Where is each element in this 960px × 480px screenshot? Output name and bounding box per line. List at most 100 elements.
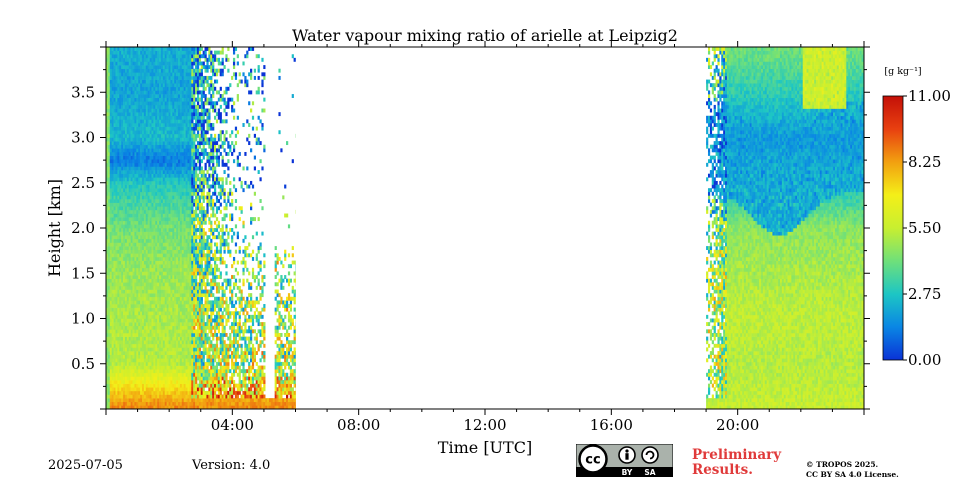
- heatmap-cell: [121, 253, 124, 258]
- heatmap-cell: [172, 130, 175, 135]
- heatmap-cell: [106, 50, 109, 55]
- heatmap-cell: [130, 253, 133, 258]
- heatmap-cell: [130, 383, 133, 388]
- heatmap-cell: [138, 206, 141, 211]
- heatmap-cell: [179, 267, 183, 272]
- heatmap-cell: [132, 144, 135, 149]
- heatmap-cell: [111, 61, 114, 66]
- heatmap-cell: [113, 177, 116, 182]
- heatmap-cell: [106, 57, 109, 62]
- heatmap-cell: [155, 332, 158, 337]
- heatmap-cell: [119, 329, 122, 334]
- heatmap-cell: [187, 365, 190, 370]
- heatmap-cell: [149, 57, 152, 62]
- heatmap-cell: [151, 141, 154, 146]
- heatmap-cell: [185, 293, 188, 298]
- heatmap-cell: [159, 343, 162, 348]
- heatmap-cell: [155, 101, 158, 106]
- heatmap-cell: [119, 162, 122, 167]
- heatmap-cell: [145, 75, 148, 80]
- heatmap-cell: [132, 300, 135, 305]
- heatmap-cell: [119, 336, 122, 341]
- heatmap-cell: [126, 115, 130, 120]
- heatmap-cell: [145, 65, 148, 70]
- heatmap-cell: [140, 304, 143, 308]
- heatmap-cell: [130, 282, 133, 287]
- heatmap-cell: [151, 115, 154, 120]
- heatmap-cell: [136, 246, 139, 251]
- heatmap-cell: [196, 253, 200, 258]
- heatmap-cell: [140, 336, 143, 341]
- heatmap-cell: [126, 264, 130, 269]
- heatmap-cell: [142, 401, 145, 406]
- heatmap-cell: [128, 264, 131, 269]
- heatmap-cell: [151, 285, 154, 290]
- heatmap-cell: [115, 318, 118, 323]
- heatmap-cell: [181, 220, 184, 225]
- heatmap-cell: [168, 75, 171, 80]
- heatmap-cell: [142, 405, 145, 409]
- heatmap-cell: [128, 50, 131, 55]
- heatmap-cell: [166, 289, 169, 294]
- heatmap-cell: [117, 206, 120, 211]
- heatmap-cell: [107, 68, 111, 73]
- heatmap-cell: [160, 307, 164, 312]
- heatmap-cell: [166, 322, 169, 327]
- heatmap-cell: [183, 293, 186, 298]
- heatmap-cell: [140, 224, 143, 229]
- heatmap-cell: [115, 340, 118, 345]
- heatmap-cell: [121, 380, 124, 384]
- heatmap-cell: [195, 282, 198, 287]
- heatmap-cell: [128, 148, 131, 153]
- heatmap-cell: [178, 314, 181, 319]
- heatmap-cell: [183, 144, 186, 149]
- heatmap-cell: [185, 72, 188, 77]
- heatmap-cell: [119, 86, 122, 91]
- heatmap-cell: [151, 166, 154, 171]
- heatmap-cell: [189, 97, 192, 102]
- heatmap-cell: [136, 271, 139, 276]
- heatmap-cell: [153, 141, 156, 146]
- heatmap-cell: [172, 296, 175, 301]
- heatmap-cell: [198, 329, 202, 334]
- heatmap-cell: [179, 383, 183, 388]
- heatmap-cell: [160, 285, 164, 290]
- heatmap-cell: [132, 383, 135, 388]
- heatmap-cell: [162, 231, 166, 236]
- heatmap-cell: [134, 405, 137, 409]
- heatmap-cell: [143, 159, 147, 164]
- heatmap-cell: [162, 354, 166, 359]
- heatmap-cell: [111, 260, 114, 265]
- heatmap-cell: [149, 336, 152, 341]
- heatmap-cell: [191, 224, 194, 229]
- heatmap-cell: [123, 336, 126, 341]
- heatmap-cell: [164, 387, 167, 392]
- heatmap-cell: [157, 372, 160, 377]
- heatmap-cell: [147, 322, 150, 327]
- heatmap-cell: [117, 217, 120, 222]
- heatmap-cell: [159, 137, 162, 142]
- heatmap-cell: [136, 285, 139, 290]
- heatmap-cell: [140, 188, 143, 193]
- heatmap-cell: [157, 289, 160, 294]
- heatmap-cell: [138, 289, 141, 294]
- heatmap-cell: [189, 173, 192, 178]
- heatmap-cell: [117, 336, 120, 341]
- heatmap-cell: [183, 332, 186, 337]
- heatmap-cell: [168, 97, 171, 102]
- heatmap-cell: [162, 184, 166, 189]
- heatmap-cell: [119, 318, 122, 323]
- heatmap-cell: [113, 173, 116, 178]
- heatmap-cell: [191, 253, 194, 258]
- heatmap-cell: [119, 199, 122, 203]
- heatmap-cell: [153, 220, 156, 225]
- heatmap-cell: [151, 256, 154, 261]
- heatmap-cell: [195, 86, 198, 91]
- heatmap-cell: [147, 97, 150, 102]
- heatmap-cell: [176, 296, 179, 301]
- heatmap-cell: [147, 340, 150, 345]
- heatmap-cell: [155, 108, 158, 113]
- heatmap-cell: [198, 115, 202, 120]
- heatmap-cell: [162, 398, 166, 403]
- heatmap-cell: [142, 369, 145, 374]
